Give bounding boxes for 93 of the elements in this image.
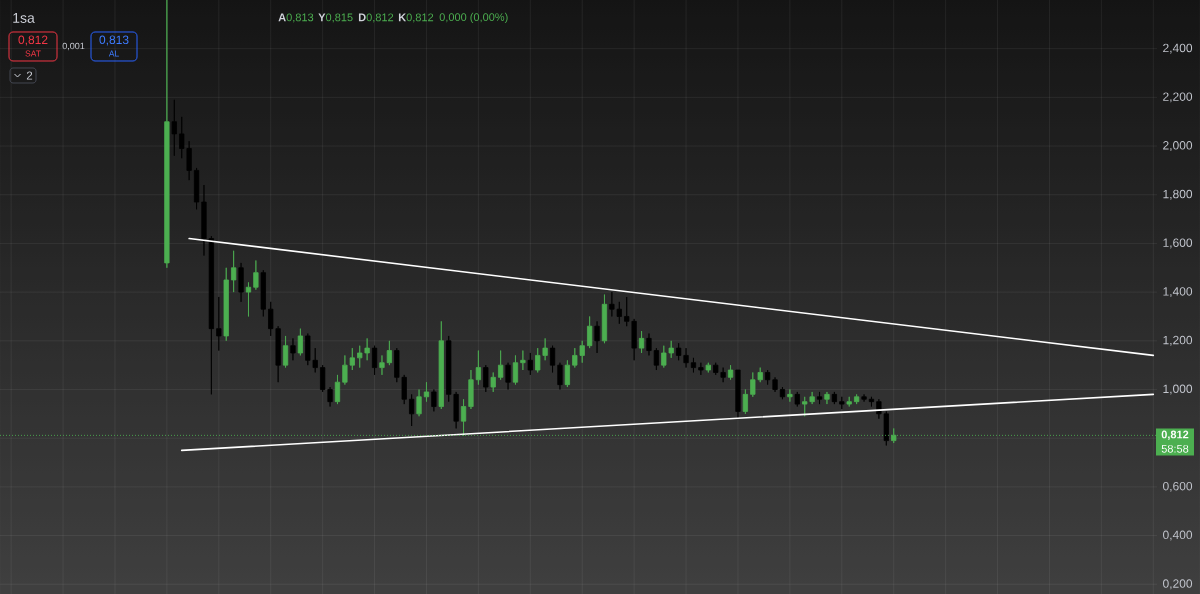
annotation: A0,813 <box>278 13 314 23</box>
candlestick <box>564 359 571 388</box>
candlestick <box>253 260 259 291</box>
candlestick <box>883 411 889 446</box>
candlestick <box>861 393 867 403</box>
candlestick <box>231 250 237 293</box>
candlestick <box>646 333 652 356</box>
candlestick <box>594 320 600 354</box>
candlestick <box>334 374 341 405</box>
candlestick <box>690 357 697 373</box>
candlestick <box>483 364 489 393</box>
y-tick-label: 2,400 <box>1163 43 1193 54</box>
candlestick <box>386 340 393 366</box>
candlestick <box>846 396 852 407</box>
candlestick <box>438 320 444 410</box>
candlestick <box>245 281 252 317</box>
candlestick <box>557 362 563 390</box>
candlestick <box>208 235 215 395</box>
annotation: 2 <box>26 71 33 80</box>
y-tick-label: 1,800 <box>1163 189 1193 200</box>
candlestick <box>371 345 378 376</box>
candlestick <box>468 369 474 410</box>
candlestick <box>201 184 207 256</box>
y-tick-label: 0,400 <box>1163 530 1193 541</box>
candlestick <box>238 262 244 303</box>
annotation: D0,812 <box>358 13 394 23</box>
candlestick <box>297 328 304 356</box>
candlestick <box>601 294 608 344</box>
candlestick <box>854 393 860 405</box>
candlestick <box>379 355 385 376</box>
candlestick <box>824 391 830 405</box>
candlestick <box>290 337 296 361</box>
candlestick <box>512 355 519 386</box>
candlestick <box>505 362 511 390</box>
candlestick <box>794 391 800 407</box>
candlestick <box>423 381 430 403</box>
y-tick-label: 2,200 <box>1163 92 1193 103</box>
candlestick <box>409 393 415 427</box>
candlestick <box>349 347 355 371</box>
candlestick <box>327 386 333 407</box>
candlestick <box>164 0 170 269</box>
y-tick-label: 1,600 <box>1163 238 1193 249</box>
candlestick <box>527 352 533 376</box>
candlestick <box>587 316 593 349</box>
candlestick <box>282 335 289 368</box>
candlestick <box>171 99 177 157</box>
candlestick <box>831 391 838 405</box>
candlestick <box>342 355 348 386</box>
y-tick-label: 1,200 <box>1163 335 1193 346</box>
annotation: 0,813 <box>99 35 129 46</box>
candlestick <box>320 364 326 393</box>
candlestick <box>742 389 749 415</box>
annotation: SAT <box>25 50 41 57</box>
candlestick <box>498 350 504 381</box>
annotation: AL <box>108 50 119 57</box>
y-tick-label: 0,200 <box>1163 579 1193 590</box>
y-tick-label: 0,600 <box>1163 481 1193 492</box>
candlestick <box>779 386 786 400</box>
text: 58:58 <box>1161 444 1189 453</box>
candlestick <box>223 267 229 342</box>
candlestick <box>490 372 496 393</box>
candlestick <box>839 396 845 410</box>
y-tick-label: 1,000 <box>1163 384 1193 395</box>
y-tick-label: 1,400 <box>1163 287 1193 298</box>
candlestick <box>216 296 222 351</box>
candlestick <box>431 389 437 412</box>
candlestick <box>638 330 645 354</box>
candlestick <box>475 350 482 386</box>
y-tick-label: 2,000 <box>1163 141 1193 152</box>
candlestick <box>787 389 793 403</box>
annotation: 0,812 <box>18 35 48 46</box>
candlestick <box>816 391 823 405</box>
candlestick <box>193 167 200 210</box>
candlestick <box>260 269 266 317</box>
annotation: 0,000 (0,00%) <box>439 12 508 24</box>
candlestick <box>357 345 363 368</box>
candlestick <box>868 396 875 407</box>
candlestick <box>683 347 689 368</box>
candlestick <box>364 337 370 361</box>
ref-line-label: 0,812 <box>1161 430 1189 440</box>
annotation: 0,001 <box>62 42 85 51</box>
annotation: Y0,815 <box>318 13 353 23</box>
candlestick <box>676 342 682 361</box>
candlestick <box>520 350 526 371</box>
text: 1sa <box>13 13 35 23</box>
candlestick <box>698 362 704 376</box>
candlestick <box>727 364 734 381</box>
annotation: K0,812 <box>398 13 434 23</box>
candlestick <box>735 369 741 420</box>
candlestick <box>653 347 660 371</box>
candlestick <box>549 345 556 373</box>
candlestick <box>705 362 711 373</box>
candlestick <box>416 389 422 417</box>
